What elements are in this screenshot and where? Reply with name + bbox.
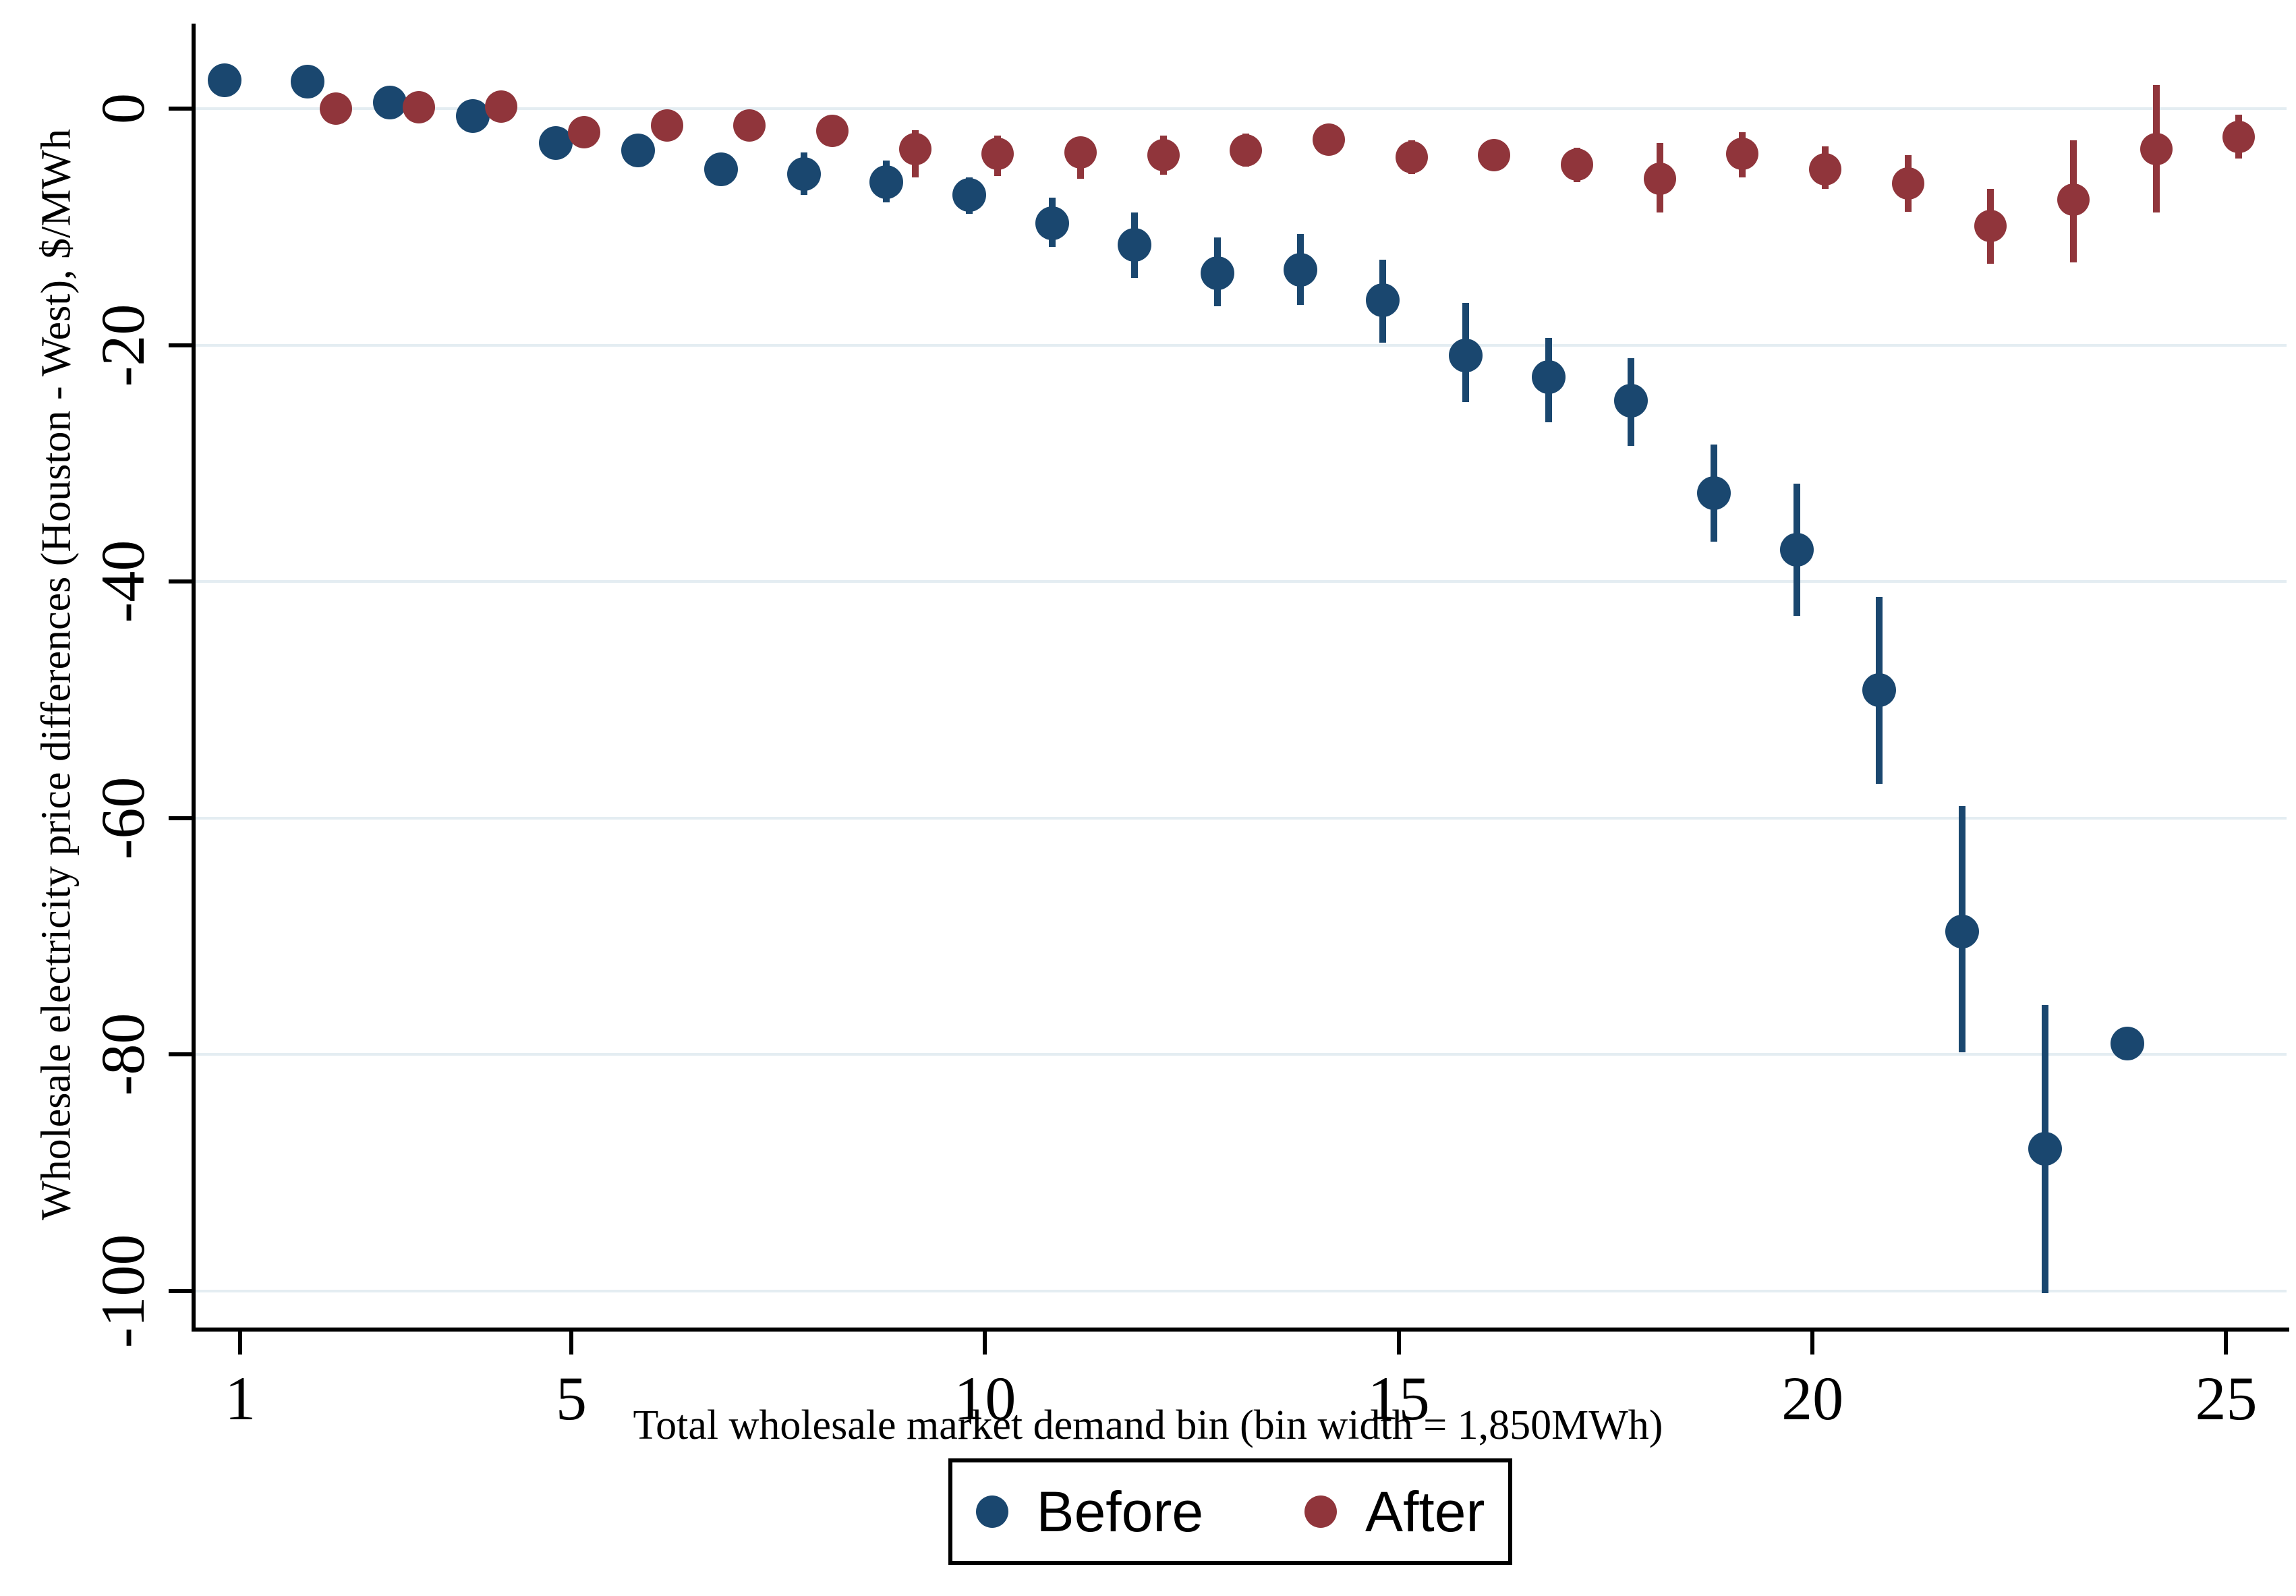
data-point — [1945, 914, 1980, 948]
legend-item: After — [1304, 1479, 1485, 1545]
y-tick-label: 0 — [88, 93, 157, 125]
data-point — [1862, 673, 1897, 708]
data-point — [1531, 360, 1566, 394]
x-tick-mark — [2224, 1328, 2229, 1355]
data-point — [733, 109, 766, 142]
y-gridline — [196, 816, 2287, 820]
data-point — [2140, 132, 2173, 165]
x-tick-mark — [238, 1328, 243, 1355]
y-tick-label: -80 — [88, 1013, 157, 1096]
x-tick-label: 5 — [555, 1364, 587, 1433]
data-point — [1147, 138, 1180, 171]
y-tick-label: -20 — [88, 304, 157, 387]
x-axis-title: Total wholesale market demand bin (bin w… — [633, 1402, 1663, 1448]
data-point — [319, 92, 352, 125]
data-point — [786, 156, 821, 191]
y-tick-mark — [169, 107, 196, 111]
legend-label: Before — [1036, 1479, 1204, 1543]
x-tick-mark — [1810, 1328, 1815, 1355]
x-tick-label: 15 — [1367, 1364, 1430, 1433]
legend-marker-icon — [1304, 1495, 1338, 1528]
data-point — [1395, 141, 1428, 174]
y-tick-label: -100 — [88, 1234, 157, 1348]
data-point — [1201, 256, 1235, 290]
data-point — [869, 165, 904, 199]
data-point — [1643, 162, 1676, 195]
data-point — [1064, 136, 1097, 169]
data-point — [704, 152, 738, 186]
data-point — [1779, 532, 1814, 567]
x-tick-label: 20 — [1781, 1364, 1844, 1433]
data-point — [952, 178, 986, 212]
data-point — [2057, 183, 2090, 217]
y-tick-mark — [169, 579, 196, 584]
x-tick-label: 1 — [225, 1364, 256, 1433]
data-point — [1697, 476, 1731, 510]
data-point — [621, 133, 656, 167]
y-gridline — [196, 1289, 2287, 1292]
data-point — [1035, 206, 1069, 241]
data-point — [1809, 152, 1842, 186]
y-gridline — [196, 107, 2287, 111]
x-axis-line — [192, 1328, 2289, 1332]
y-gridline — [196, 343, 2287, 347]
data-point — [2222, 121, 2256, 154]
x-tick-mark — [569, 1328, 573, 1355]
data-point — [1974, 209, 2007, 242]
data-point — [485, 90, 518, 123]
data-point — [1118, 227, 1152, 262]
data-point — [1230, 134, 1263, 167]
legend-label: After — [1365, 1479, 1485, 1543]
data-point — [2028, 1132, 2062, 1166]
x-tick-mark — [983, 1328, 987, 1355]
y-axis-line — [192, 24, 196, 1332]
data-point — [1283, 252, 1317, 287]
y-tick-label: -60 — [88, 776, 157, 859]
y-tick-mark — [169, 1052, 196, 1057]
y-tick-mark — [169, 816, 196, 820]
legend: Before After — [948, 1458, 1512, 1565]
data-point — [2111, 1027, 2145, 1061]
y-gridline — [196, 1053, 2287, 1056]
data-point — [373, 86, 407, 120]
y-tick-label: -40 — [88, 540, 157, 623]
legend-item: Before — [975, 1479, 1204, 1545]
data-point — [981, 137, 1014, 170]
data-point — [1726, 137, 1759, 170]
data-point — [1891, 167, 1924, 200]
data-point — [1313, 123, 1346, 156]
data-point — [815, 115, 849, 148]
y-tick-mark — [169, 1288, 196, 1293]
data-point — [538, 126, 573, 160]
y-gridline — [196, 580, 2287, 583]
y-tick-mark — [169, 343, 196, 347]
data-point — [1561, 148, 1594, 181]
data-point — [1366, 283, 1400, 318]
data-point — [207, 63, 241, 98]
x-tick-mark — [1396, 1328, 1401, 1355]
data-point — [402, 91, 435, 124]
data-point — [1478, 138, 1511, 171]
data-point — [1614, 384, 1648, 418]
x-tick-label: 10 — [954, 1364, 1016, 1433]
legend-marker-icon — [975, 1495, 1008, 1528]
data-point — [650, 109, 683, 142]
data-point — [455, 98, 490, 133]
x-tick-label: 25 — [2195, 1364, 2258, 1433]
data-point — [1449, 339, 1483, 373]
data-point — [290, 64, 324, 98]
data-point — [898, 132, 931, 165]
data-point — [567, 116, 600, 149]
